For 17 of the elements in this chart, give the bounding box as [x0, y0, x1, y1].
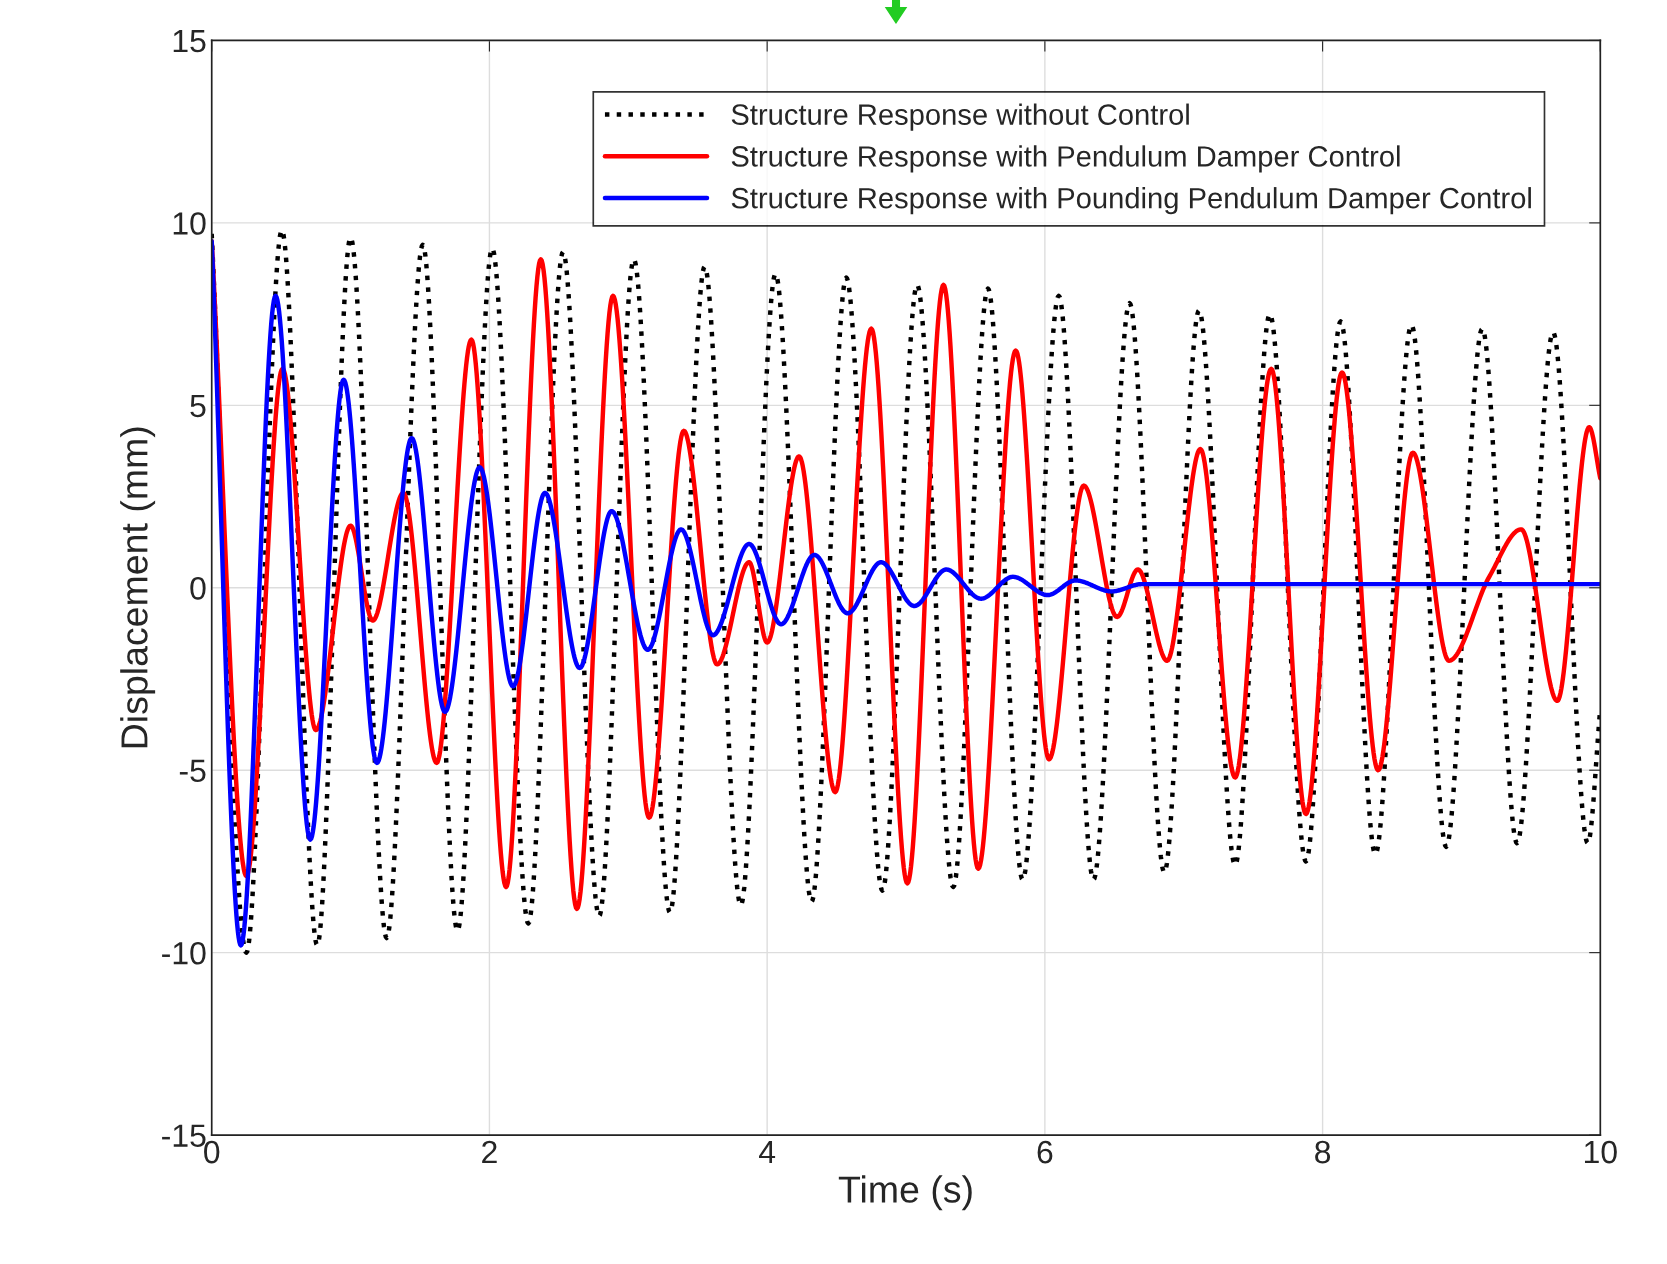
x-tick-label: 8	[1315, 1140, 1331, 1164]
x-tick-label: 10	[1584, 1140, 1617, 1164]
y-tick-label: 15	[173, 30, 206, 53]
y-tick-label: -15	[162, 1124, 206, 1147]
x-tick-label: 4	[759, 1141, 776, 1164]
y-tick-label: -10	[162, 941, 206, 965]
legend-label: Structure Response with Pendulum Damper Control	[731, 145, 1400, 173]
legend-label: Structure Response with Pounding Pendulum Damper Control	[731, 187, 1531, 215]
x-tick-label: 6	[1037, 1140, 1053, 1164]
legend-label: Structure Response without Control	[731, 103, 1189, 131]
y-tick-label: 5	[190, 394, 206, 418]
y-tick-label: -5	[179, 759, 206, 783]
y-tick-label: 10	[173, 212, 206, 235]
y-axis-title: Displacement (mm)	[120, 427, 156, 748]
x-tick-label: 2	[482, 1140, 497, 1164]
x-axis-title: Time (s)	[838, 1175, 972, 1211]
y-tick-label: 0	[190, 577, 206, 600]
